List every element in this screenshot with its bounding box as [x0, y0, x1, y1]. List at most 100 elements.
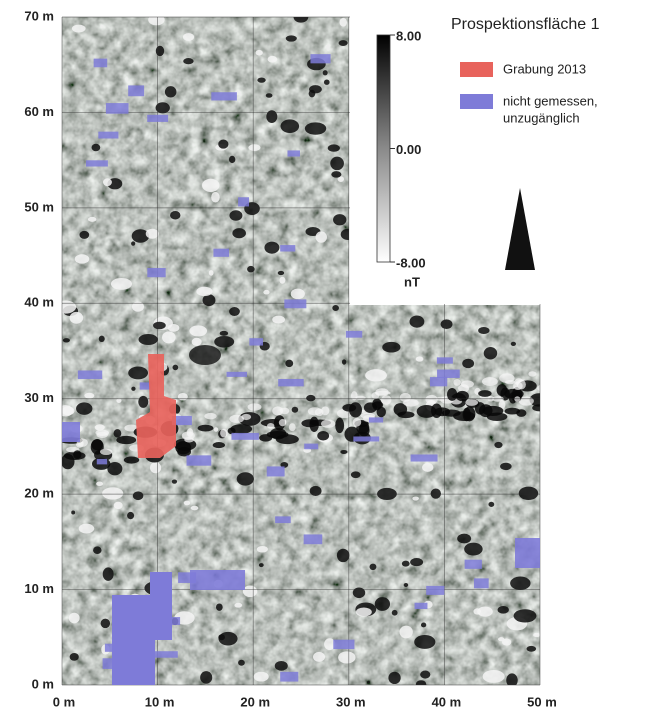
anomaly	[256, 50, 263, 56]
y-tick-label: 10 m	[24, 581, 54, 596]
y-tick-label: 20 m	[24, 486, 54, 501]
anomaly-band	[321, 420, 335, 428]
anomaly	[420, 671, 430, 679]
anomaly	[519, 487, 539, 500]
anomaly-band	[267, 423, 274, 429]
anomaly	[342, 359, 346, 364]
anomaly	[229, 210, 242, 220]
anomaly	[131, 241, 135, 245]
colorbar-label: -8.00	[396, 255, 426, 270]
anomaly	[340, 18, 347, 27]
anomaly	[189, 345, 221, 365]
anomaly-band	[259, 434, 272, 441]
anomaly	[464, 543, 482, 556]
anomaly	[324, 79, 330, 84]
anomaly	[498, 637, 504, 641]
anomaly	[96, 481, 103, 485]
anomaly	[404, 583, 409, 587]
anomaly	[268, 56, 278, 63]
unmeasured-area	[415, 603, 428, 609]
anomaly	[285, 360, 293, 367]
anomaly	[202, 179, 219, 192]
anomaly	[146, 229, 159, 239]
anomaly	[232, 228, 246, 238]
anomaly	[477, 606, 493, 616]
anomaly-band	[289, 423, 296, 431]
anomaly	[172, 365, 178, 371]
anomaly	[399, 626, 412, 639]
anomaly	[257, 78, 265, 83]
x-tick-label: 10 m	[145, 694, 175, 709]
anomaly-band	[100, 449, 112, 455]
anomaly	[272, 316, 285, 324]
unmeasured-area	[187, 455, 212, 465]
anomaly	[111, 278, 132, 290]
legend-label: unzugänglich	[503, 110, 580, 125]
anomaly	[375, 597, 390, 611]
anomaly	[484, 347, 497, 359]
unmeasured-area	[411, 454, 438, 461]
anomaly	[196, 287, 212, 296]
legend-label: nicht gemessen,	[503, 93, 598, 108]
unmeasured-area	[249, 338, 263, 345]
anomaly	[286, 35, 297, 41]
anomaly-band	[335, 418, 344, 433]
unmeasured-area	[86, 160, 108, 166]
anomaly	[88, 217, 96, 222]
anomaly	[76, 402, 92, 414]
anomaly	[93, 546, 102, 554]
x-tick-label: 50 m	[527, 694, 557, 709]
anomaly-band	[528, 371, 536, 376]
unmeasured-area	[94, 59, 108, 68]
unmeasured-area	[304, 534, 323, 544]
anomaly	[257, 546, 268, 553]
unmeasured-area	[231, 433, 258, 440]
anomaly-band	[537, 384, 551, 391]
anomaly	[292, 407, 299, 413]
anomaly-band	[73, 450, 81, 459]
unmeasured-area	[280, 245, 295, 251]
anomaly	[127, 512, 134, 519]
unmeasured-area	[284, 299, 306, 308]
colorbar-unit: nT	[404, 274, 420, 289]
unmeasured-area	[437, 370, 460, 378]
anomaly-band	[301, 419, 318, 427]
unmeasured-area	[310, 54, 330, 63]
anomaly-band	[279, 419, 286, 426]
anomaly	[259, 563, 264, 567]
unmeasured-area	[474, 578, 489, 588]
anomaly	[483, 670, 505, 683]
anomaly	[328, 144, 340, 151]
anomaly	[79, 524, 95, 534]
anomaly-band	[198, 425, 214, 432]
x-tick-label: 20 m	[240, 694, 270, 709]
anomaly	[365, 369, 387, 381]
anomaly	[402, 561, 410, 567]
anomaly	[165, 86, 177, 97]
anomaly	[62, 406, 75, 415]
anomaly	[150, 462, 161, 473]
unmeasured-area	[211, 92, 237, 100]
unmeasured-area	[346, 331, 362, 338]
map: Prospektionsfläche 1 nT 0 m10 m20 m30 m4…	[0, 0, 645, 713]
unmeasured-area	[515, 538, 540, 568]
anomaly	[462, 359, 474, 368]
anomaly	[133, 491, 144, 500]
anomaly	[139, 334, 158, 345]
anomaly	[128, 366, 148, 379]
anomaly	[70, 653, 79, 661]
unmeasured-area	[152, 651, 178, 658]
unmeasured-area	[278, 379, 304, 386]
anomaly	[214, 427, 218, 432]
anomaly-band	[349, 402, 362, 417]
anomaly-band	[397, 411, 414, 418]
anomaly	[392, 610, 398, 616]
anomaly	[238, 660, 245, 666]
anomaly-band	[478, 390, 491, 397]
anomaly	[382, 342, 400, 353]
anomaly	[156, 46, 164, 56]
anomaly	[191, 506, 199, 511]
unmeasured-area	[304, 444, 318, 450]
anomaly	[410, 558, 423, 566]
anomaly-band	[124, 456, 139, 463]
